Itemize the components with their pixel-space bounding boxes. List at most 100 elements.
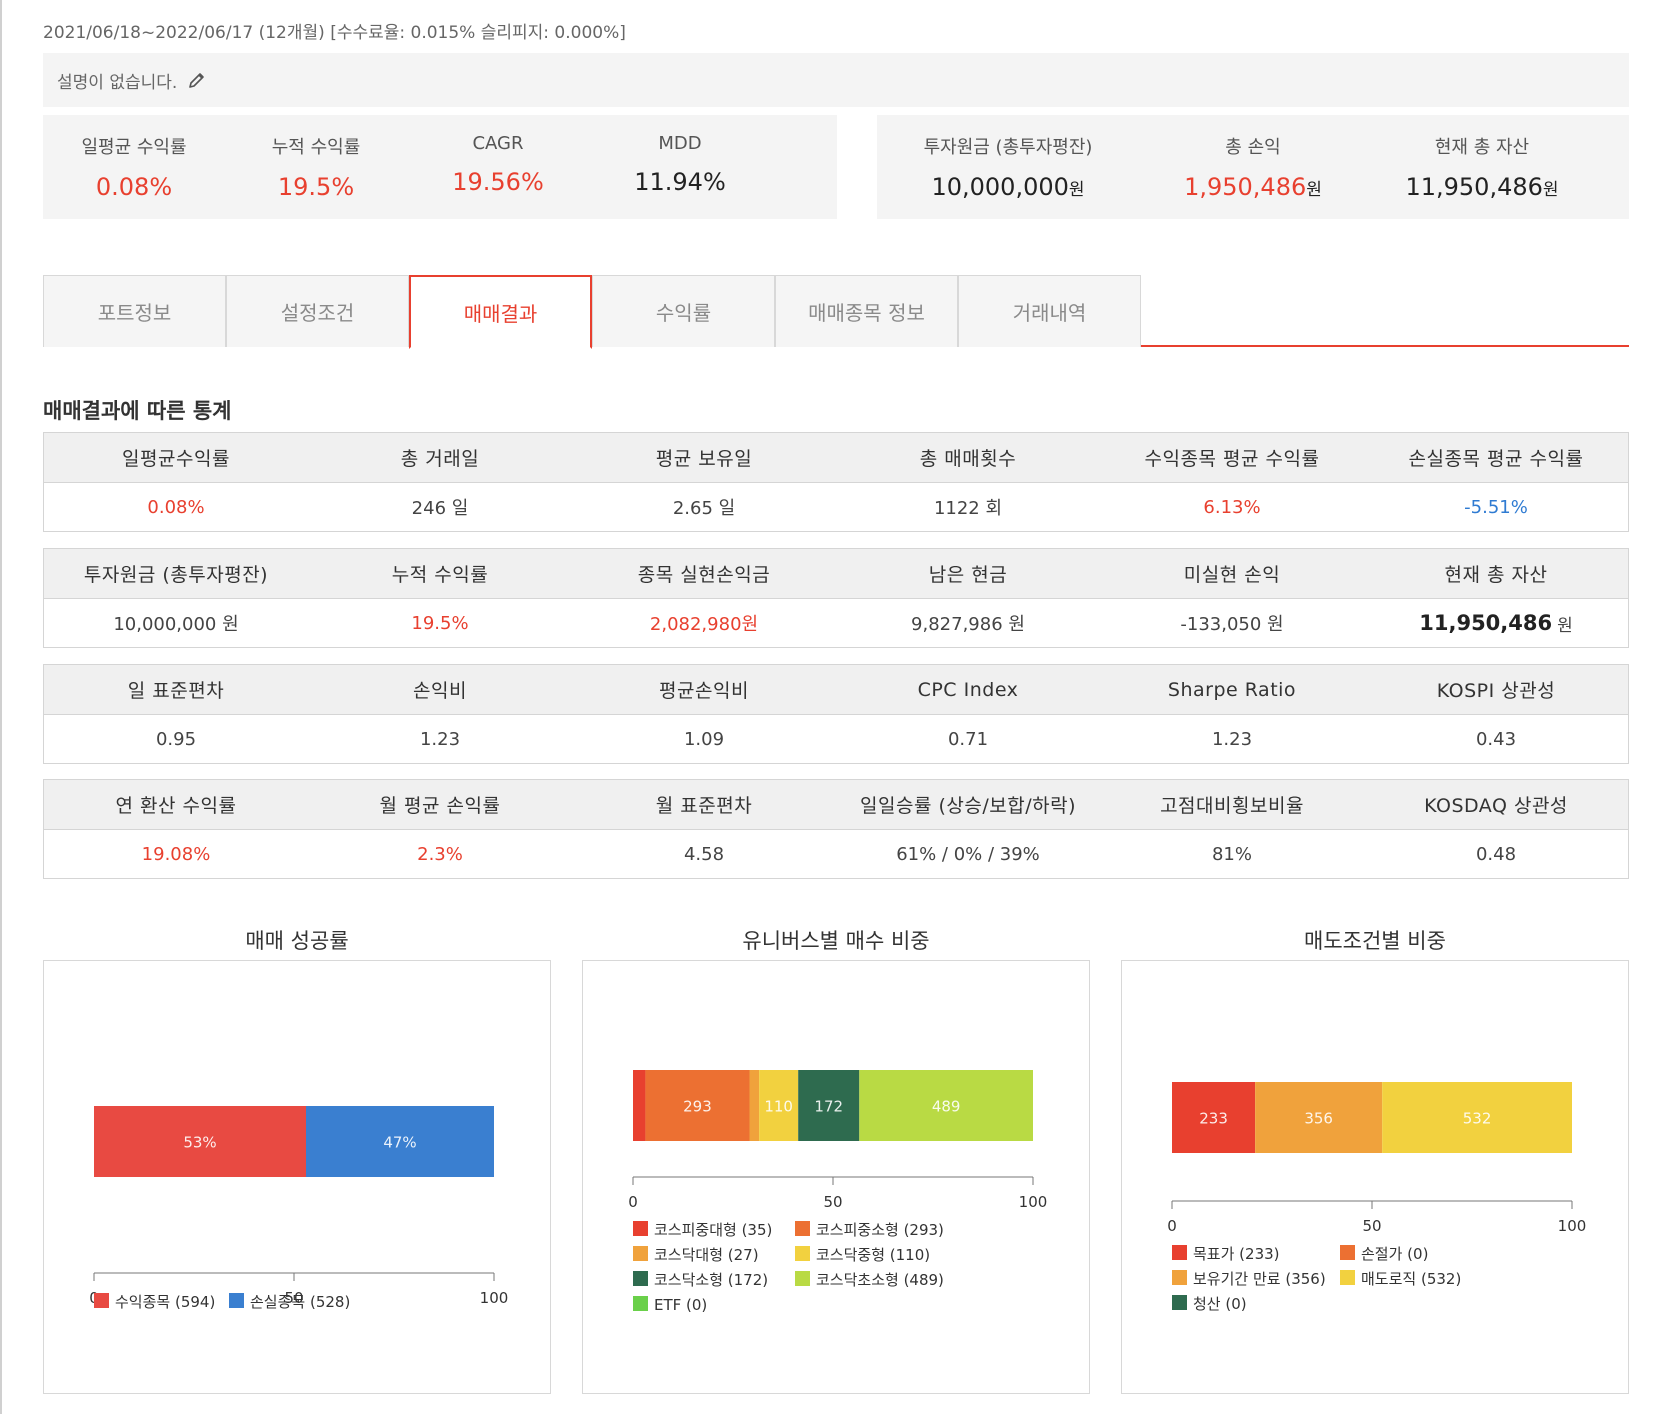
legend-label: 코스닥소형 (172) — [654, 1271, 768, 1289]
bar-segment[interactable] — [645, 1070, 750, 1141]
summary-value: 11,950,486 — [1405, 173, 1543, 201]
legend-item[interactable]: 코스닥소형 (172) — [633, 1271, 768, 1289]
legend-item[interactable]: 매도로직 (532) — [1340, 1270, 1461, 1288]
summary-principal: 투자원금 (총투자평잔) 10,000,000원 — [877, 115, 1139, 219]
stats-header-cell: 월 표준편차 — [655, 795, 753, 817]
stats-header-cell: 일평균수익률 — [122, 448, 230, 470]
bar-segment[interactable] — [1382, 1082, 1572, 1153]
legend-item[interactable]: 손절가 (0) — [1340, 1245, 1428, 1263]
stats-value-cell: 19.08% — [44, 830, 308, 878]
summary-label: 총 손익 — [1225, 137, 1281, 158]
legend-swatch — [1172, 1245, 1187, 1260]
legend-item[interactable]: 코스닥초소형 (489) — [795, 1271, 944, 1289]
sell-condition-chart: 233 356 532 0 50 100 목표가 (233) 손절가 (0) 보유기간 만료 (… — [1167, 1082, 1587, 1313]
summary-label: 일평균 수익률 — [81, 137, 187, 158]
legend-label: 매도로직 (532) — [1361, 1270, 1461, 1288]
stats-unit: 원 — [1557, 615, 1573, 636]
legend-item[interactable]: 수익종목 (594) — [94, 1293, 215, 1311]
stats-table: 연 환산 수익률 월 평균 손익률 월 표준편차 일일승률 (상승/보합/하락) 고점대… — [43, 779, 1629, 879]
legend-item[interactable]: 코스피중대형 (35) — [633, 1221, 772, 1239]
legend-label: 수익종목 (594) — [115, 1293, 215, 1311]
bar-segment[interactable] — [749, 1070, 760, 1141]
legend-swatch — [1340, 1245, 1355, 1260]
stats-header-row: 연 환산 수익률 월 평균 손익률 월 표준편차 일일승률 (상승/보합/하락) 고점대… — [44, 780, 1628, 830]
stats-header-cell: Sharpe Ratio — [1167, 678, 1297, 701]
bar-segment[interactable] — [759, 1070, 799, 1141]
stats-value-cell: 81% — [1100, 830, 1364, 878]
tab-trade-results[interactable]: 매매결과 — [409, 275, 592, 349]
description-text: 설명이 없습니다. — [57, 72, 178, 93]
pencil-icon[interactable] — [187, 69, 209, 91]
summary-unit: 원 — [1068, 180, 1085, 200]
legend-swatch — [1340, 1270, 1355, 1285]
summary-value: 10,000,000 — [931, 173, 1069, 201]
legend-swatch — [795, 1271, 810, 1286]
legend-label: 손절가 (0) — [1361, 1245, 1428, 1263]
legend-label: 보유기간 만료 (356) — [1193, 1270, 1326, 1288]
legend-item[interactable]: 코스피중소형 (293) — [795, 1221, 944, 1239]
legend-label: 청산 (0) — [1193, 1295, 1247, 1313]
summary-value: 11.94% — [634, 168, 726, 196]
summary-cagr: CAGR 19.56% — [407, 115, 589, 219]
x-tick-label: 0 — [628, 1193, 638, 1211]
section-title: 매매결과에 따른 통계 — [43, 399, 232, 423]
legend-item[interactable]: 보유기간 만료 (356) — [1172, 1270, 1326, 1288]
tab-returns[interactable]: 수익률 — [592, 275, 775, 347]
stats-value-cell: 0.71 — [836, 715, 1100, 763]
stats-value: 11,950,486 — [1419, 611, 1553, 635]
stats-table: 일평균수익률 총 거래일 평균 보유일 총 매매횟수 수익종목 평균 수익률 손실종목 평… — [43, 432, 1629, 532]
tab-port-info[interactable]: 포트정보 — [43, 275, 226, 347]
stats-value: 19.5% — [411, 612, 469, 634]
legend-swatch — [795, 1246, 810, 1261]
stats-value: 0.71 — [947, 728, 989, 750]
bar-segment[interactable] — [798, 1070, 860, 1141]
legend-label: 코스닥중형 (110) — [816, 1246, 930, 1264]
left-border — [0, 0, 2, 1414]
stats-value-cell: 10,000,000 원 — [44, 599, 308, 647]
legend-item[interactable]: 코스닥대형 (27) — [633, 1246, 759, 1264]
bar-segment[interactable] — [1172, 1082, 1256, 1153]
bar-segment[interactable] — [1255, 1082, 1383, 1153]
chart-panel-sell-condition: 233 356 532 0 50 100 목표가 (233) 손절가 (0) 보유기간 만료 (… — [1121, 960, 1629, 1394]
stats-value-cell: 0.43 — [1364, 715, 1628, 763]
stats-header-cell: 고점대비횡보비율 — [1160, 795, 1304, 817]
description-box: 설명이 없습니다. — [43, 53, 1629, 107]
stats-value: 0.08% — [147, 496, 205, 518]
legend-item[interactable]: ETF (0) — [633, 1296, 707, 1314]
stats-value: 2,082,980원 — [649, 614, 759, 635]
stats-value-cell: 6.13% — [1100, 483, 1364, 531]
stats-header-cell: KOSPI 상관성 — [1436, 680, 1556, 702]
stats-header-cell: 총 거래일 — [400, 448, 480, 470]
x-tick-label: 100 — [1558, 1217, 1587, 1235]
chart-title-success-rate: 매매 성공률 — [245, 929, 349, 953]
stats-value: 246 일 — [411, 498, 469, 519]
stats-header-cell: 누적 수익률 — [391, 564, 489, 586]
stats-value: 81% — [1211, 843, 1252, 865]
success-rate-chart: 53%47%050100수익종목 (594)손실종목 (528) — [89, 1106, 508, 1311]
chart-title-universe: 유니버스별 매수 비중 — [742, 929, 930, 953]
legend-item[interactable]: 손실종목 (528) — [229, 1293, 350, 1311]
stats-value-cell: 1.23 — [308, 715, 572, 763]
stats-header-cell: KOSDAQ 상관성 — [1424, 795, 1568, 817]
bar-segment[interactable] — [859, 1070, 1033, 1141]
tab-settings[interactable]: 설정조건 — [226, 275, 409, 347]
legend-item[interactable]: 코스닥중형 (110) — [795, 1246, 930, 1264]
bar-segment[interactable] — [94, 1106, 306, 1177]
tab-traded-stocks[interactable]: 매매종목 정보 — [775, 275, 958, 347]
summary-unit: 원 — [1306, 180, 1322, 200]
stats-value: 1.09 — [683, 728, 725, 750]
stats-value-row: 0.95 1.23 1.09 0.71 1.23 0.43 — [44, 715, 1628, 763]
stats-header-cell: 총 매매횟수 — [919, 448, 1017, 470]
chart-panel-success-rate: 53%47%050100수익종목 (594)손실종목 (528) — [43, 960, 551, 1394]
legend-label: 코스닥대형 (27) — [654, 1246, 759, 1264]
stats-header-cell: 투자원금 (총투자평잔) — [83, 564, 269, 586]
tab-transactions[interactable]: 거래내역 — [958, 275, 1141, 347]
bar-segment[interactable] — [633, 1070, 646, 1141]
x-tick-label: 0 — [1167, 1217, 1177, 1235]
legend-item[interactable]: 청산 (0) — [1172, 1295, 1247, 1313]
summary-value: 19.56% — [452, 168, 544, 196]
bar-segment[interactable] — [306, 1106, 494, 1177]
legend-item[interactable]: 목표가 (233) — [1172, 1245, 1280, 1263]
stats-value: 1122 회 — [933, 498, 1003, 519]
summary-label: CAGR — [472, 133, 524, 154]
